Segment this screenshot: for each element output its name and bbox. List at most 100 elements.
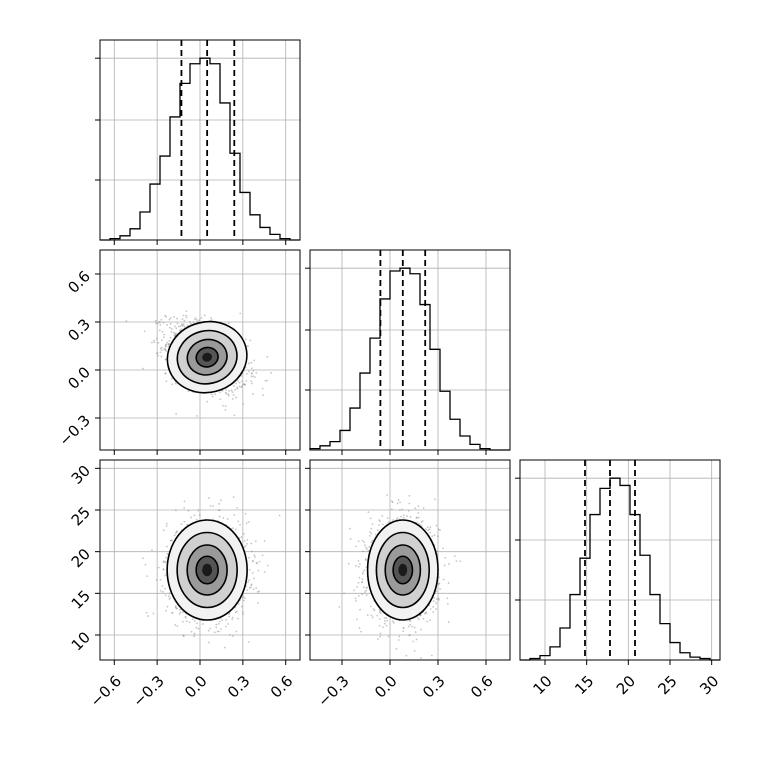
sample-point bbox=[370, 541, 373, 544]
sample-point bbox=[250, 375, 253, 378]
sample-point bbox=[245, 522, 248, 525]
sample-point bbox=[263, 571, 266, 573]
sample-point bbox=[233, 414, 236, 417]
sample-point bbox=[144, 563, 147, 566]
sample-point bbox=[256, 562, 258, 565]
sample-point bbox=[164, 348, 166, 351]
sample-point bbox=[392, 519, 395, 521]
sample-point bbox=[360, 581, 363, 584]
sample-point bbox=[434, 498, 436, 501]
sample-point bbox=[173, 316, 175, 318]
sample-point bbox=[171, 611, 173, 614]
sample-point bbox=[168, 598, 171, 600]
sample-point bbox=[252, 560, 255, 563]
sample-point bbox=[181, 324, 184, 327]
sample-point bbox=[242, 402, 245, 405]
sample-point bbox=[170, 330, 173, 333]
sample-point bbox=[415, 517, 418, 519]
sample-point bbox=[165, 522, 168, 525]
sample-point bbox=[248, 556, 250, 559]
sample-point bbox=[376, 614, 379, 617]
sample-point bbox=[369, 605, 372, 608]
histogram-panel-2: 10 15 20 25 30 bbox=[515, 459, 722, 698]
sample-point bbox=[164, 372, 167, 374]
sample-point bbox=[174, 332, 177, 335]
sample-point bbox=[397, 639, 400, 641]
sample-point bbox=[168, 343, 170, 346]
sample-point bbox=[178, 612, 181, 615]
sample-point bbox=[164, 594, 167, 597]
sample-point bbox=[250, 380, 253, 383]
sample-point bbox=[152, 612, 155, 615]
sample-point bbox=[179, 329, 182, 332]
sample-point bbox=[157, 354, 160, 357]
sample-point bbox=[426, 620, 429, 623]
sample-point bbox=[448, 563, 450, 565]
sample-point bbox=[220, 499, 222, 502]
sample-point bbox=[165, 350, 168, 352]
sample-point bbox=[182, 635, 185, 638]
sample-point bbox=[425, 611, 427, 614]
sample-point bbox=[241, 597, 244, 599]
sample-point bbox=[363, 541, 366, 544]
sample-point bbox=[435, 524, 438, 527]
sample-point bbox=[168, 318, 171, 321]
sample-point bbox=[381, 523, 384, 526]
sample-point bbox=[250, 584, 253, 587]
sample-point bbox=[224, 405, 227, 407]
sample-point bbox=[244, 597, 246, 600]
sample-point bbox=[165, 343, 167, 346]
sample-point bbox=[371, 539, 374, 542]
sample-point bbox=[171, 612, 174, 614]
sample-point bbox=[228, 613, 230, 616]
sample-point bbox=[358, 627, 361, 629]
sample-point bbox=[221, 619, 224, 622]
sample-point bbox=[182, 611, 184, 614]
sample-point bbox=[178, 608, 181, 611]
density-contour bbox=[186, 338, 228, 376]
sample-point bbox=[239, 523, 241, 526]
sample-point bbox=[175, 413, 178, 415]
sample-point bbox=[154, 319, 157, 322]
sample-point bbox=[164, 348, 167, 351]
sample-point bbox=[262, 394, 264, 397]
sample-point bbox=[183, 506, 186, 509]
sample-point bbox=[181, 318, 184, 320]
sample-point bbox=[433, 534, 436, 537]
sample-point bbox=[186, 324, 189, 327]
scatter-panel-0-1: −0.3 0.0 0.3 0.6 bbox=[56, 249, 301, 455]
sample-point bbox=[432, 611, 435, 613]
density-contour bbox=[176, 329, 238, 385]
sample-point bbox=[163, 333, 166, 336]
sample-point bbox=[167, 345, 170, 348]
sample-point bbox=[250, 550, 253, 553]
density-contour bbox=[186, 544, 228, 596]
sample-point bbox=[164, 314, 167, 317]
sample-point bbox=[175, 531, 178, 533]
sample-point bbox=[362, 550, 364, 553]
sample-point bbox=[385, 617, 388, 620]
sample-point bbox=[415, 638, 418, 641]
sample-point bbox=[365, 546, 367, 549]
sample-point bbox=[244, 544, 247, 547]
sample-point bbox=[232, 496, 235, 499]
density-contour bbox=[176, 531, 238, 609]
sample-point bbox=[176, 322, 179, 325]
sample-point bbox=[381, 515, 384, 517]
sample-point bbox=[141, 367, 144, 370]
sample-point bbox=[361, 593, 363, 596]
y-tick-label: 25 bbox=[68, 503, 94, 529]
sample-point bbox=[247, 641, 250, 643]
sample-point bbox=[197, 509, 200, 512]
sample-point bbox=[163, 336, 165, 339]
sample-point bbox=[263, 540, 266, 542]
sample-point bbox=[370, 532, 373, 535]
sample-point bbox=[231, 398, 234, 400]
histogram-step-line bbox=[100, 57, 300, 241]
sample-point bbox=[432, 605, 435, 608]
sample-point bbox=[201, 623, 204, 625]
sample-point bbox=[207, 629, 210, 632]
sample-point bbox=[376, 529, 379, 532]
sample-point bbox=[182, 324, 185, 327]
sample-point bbox=[186, 523, 188, 526]
